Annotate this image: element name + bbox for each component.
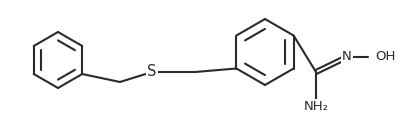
Text: S: S: [147, 65, 157, 80]
Text: N: N: [342, 50, 352, 63]
Text: OH: OH: [375, 50, 395, 63]
Text: NH₂: NH₂: [304, 100, 328, 113]
